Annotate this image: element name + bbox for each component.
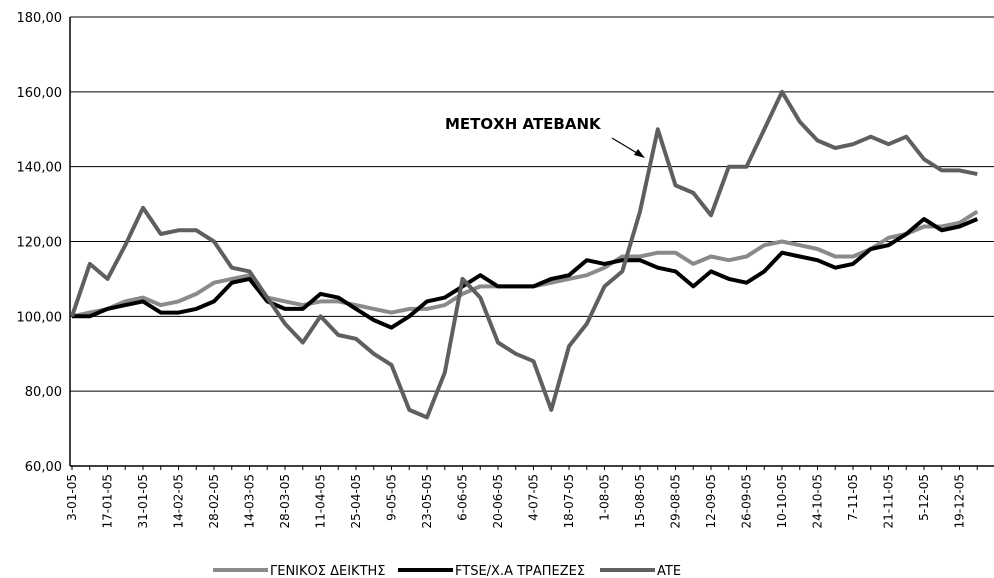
y-tick-label: 160,00 xyxy=(17,86,63,101)
x-tick-label: 10-10-05 xyxy=(775,474,789,528)
legend-label: ΓΕΝΙΚΟΣ ΔΕΙΚΤΗΣ xyxy=(270,564,386,578)
x-tick-label: 26-09-05 xyxy=(740,474,754,528)
x-tick-label: 5-12-05 xyxy=(917,474,931,521)
x-tick-label: 15-08-05 xyxy=(633,474,647,528)
x-tick-label: 24-10-05 xyxy=(811,474,825,528)
legend-label: FTSE/Χ.Α ΤΡΑΠΕΖΕΣ xyxy=(455,564,585,578)
x-tick-label: 21-11-05 xyxy=(882,474,896,528)
annotation: ΜΕΤΟΧΗ ATEBANK xyxy=(445,115,602,133)
x-tick-label: 28-03-05 xyxy=(278,474,292,528)
x-tick-label: 20-06-05 xyxy=(491,474,505,528)
series-line xyxy=(72,217,979,330)
x-tick-label: 9-05-05 xyxy=(385,474,399,521)
x-tick-label: 18-07-05 xyxy=(562,474,576,528)
y-tick-label: 180,00 xyxy=(17,11,63,26)
series-line xyxy=(70,89,978,420)
x-tick-label: 14-02-05 xyxy=(172,474,186,528)
x-tick-label: 29-08-05 xyxy=(669,474,683,528)
x-tick-label: 4-07-05 xyxy=(527,474,541,521)
y-tick-label: 100,00 xyxy=(17,310,63,325)
series-line xyxy=(71,209,979,319)
x-tick-label: 19-12-05 xyxy=(953,474,967,528)
x-tick-label: 3-01-05 xyxy=(65,474,79,521)
y-tick-label: 120,00 xyxy=(17,236,63,251)
legend-label: ATE xyxy=(657,564,681,578)
y-tick-label: 60,00 xyxy=(25,460,62,475)
x-tick-label: 25-04-05 xyxy=(349,474,363,528)
y-tick-label: 80,00 xyxy=(25,385,62,400)
x-tick-label: 11-04-05 xyxy=(314,474,328,528)
arrow-head xyxy=(634,149,645,158)
x-tick-label: 17-01-05 xyxy=(101,474,115,528)
x-tick-label: 23-05-05 xyxy=(420,474,434,528)
x-tick-label: 6-06-05 xyxy=(456,474,470,521)
x-tick-label: 28-02-05 xyxy=(207,474,221,528)
x-tick-label: 14-03-05 xyxy=(243,474,257,528)
lines xyxy=(70,89,979,420)
x-tick-label: 12-09-05 xyxy=(704,474,718,528)
x-tick-label: 7-11-05 xyxy=(846,474,860,521)
y-tick-label: 140,00 xyxy=(17,161,63,176)
x-tick-label: 31-01-05 xyxy=(136,474,150,528)
grid xyxy=(69,16,994,470)
x-tick-label: 1-08-05 xyxy=(598,474,612,521)
